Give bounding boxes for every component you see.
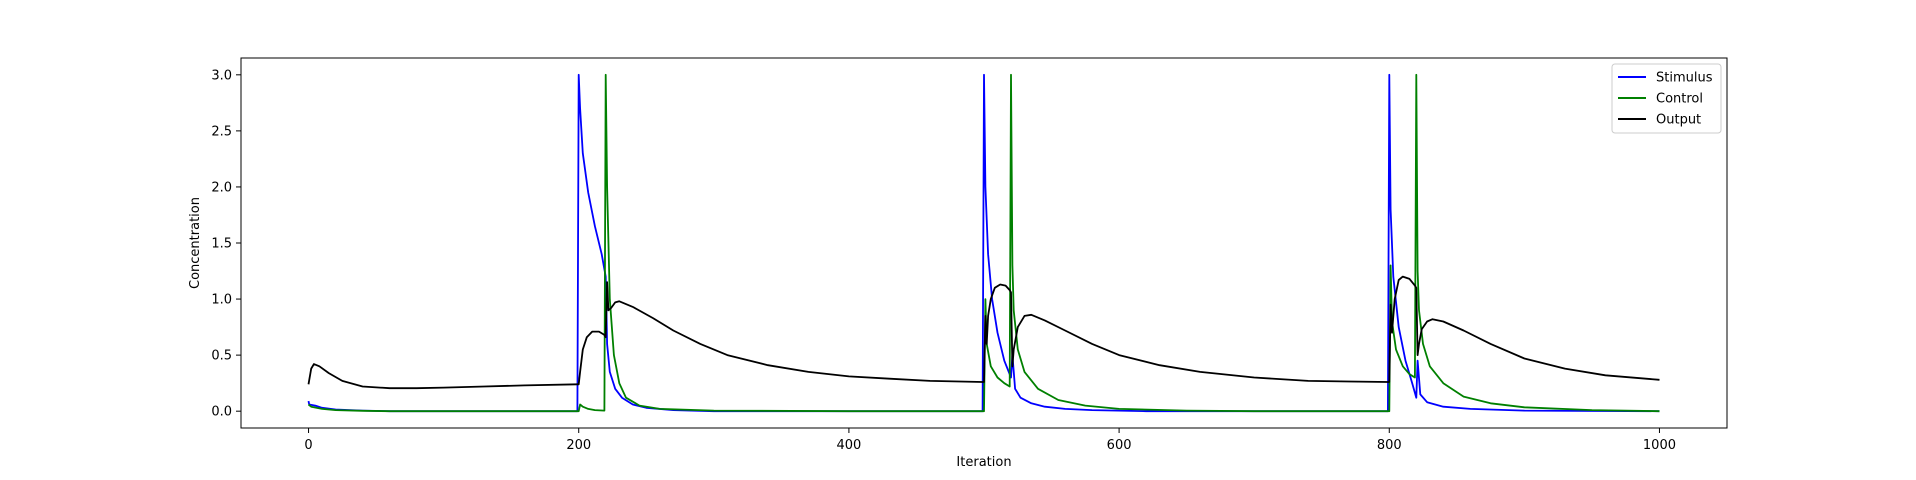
x-tick-label: 600 bbox=[1107, 438, 1132, 453]
y-tick-label: 2.0 bbox=[211, 180, 232, 195]
y-tick-label: 1.0 bbox=[211, 293, 232, 308]
legend-box bbox=[1611, 63, 1722, 134]
y-tick-label: 0.0 bbox=[211, 405, 232, 420]
x-tick-label: 400 bbox=[836, 438, 861, 453]
y-axis-label: Concentration bbox=[188, 197, 203, 289]
series-line-output bbox=[307, 275, 1660, 390]
x-axis-label: Iteration bbox=[956, 455, 1011, 470]
y-tick-label: 2.5 bbox=[211, 124, 232, 139]
x-tick-label: 1000 bbox=[1643, 438, 1676, 453]
legend-label: Output bbox=[1656, 113, 1701, 128]
y-axis-ticks: 0.0 0.5 1.0 1.5 2.0 2.5 3.0 bbox=[211, 68, 241, 420]
x-tick-label: 200 bbox=[566, 438, 591, 453]
legend-label: Control bbox=[1656, 92, 1703, 107]
x-tick-label: 0 bbox=[304, 438, 312, 453]
series-line-stimulus bbox=[307, 73, 1660, 413]
series-line-control bbox=[307, 73, 1660, 413]
legend: Stimulus Control Output bbox=[1611, 63, 1722, 134]
series-layer bbox=[307, 73, 1660, 413]
x-axis-ticks: 0 200 400 600 800 1000 bbox=[304, 428, 1676, 453]
x-tick-label: 800 bbox=[1377, 438, 1402, 453]
y-tick-label: 3.0 bbox=[211, 68, 232, 83]
y-tick-label: 0.5 bbox=[211, 349, 232, 364]
y-tick-label: 1.5 bbox=[211, 237, 232, 252]
legend-label: Stimulus bbox=[1656, 71, 1713, 86]
